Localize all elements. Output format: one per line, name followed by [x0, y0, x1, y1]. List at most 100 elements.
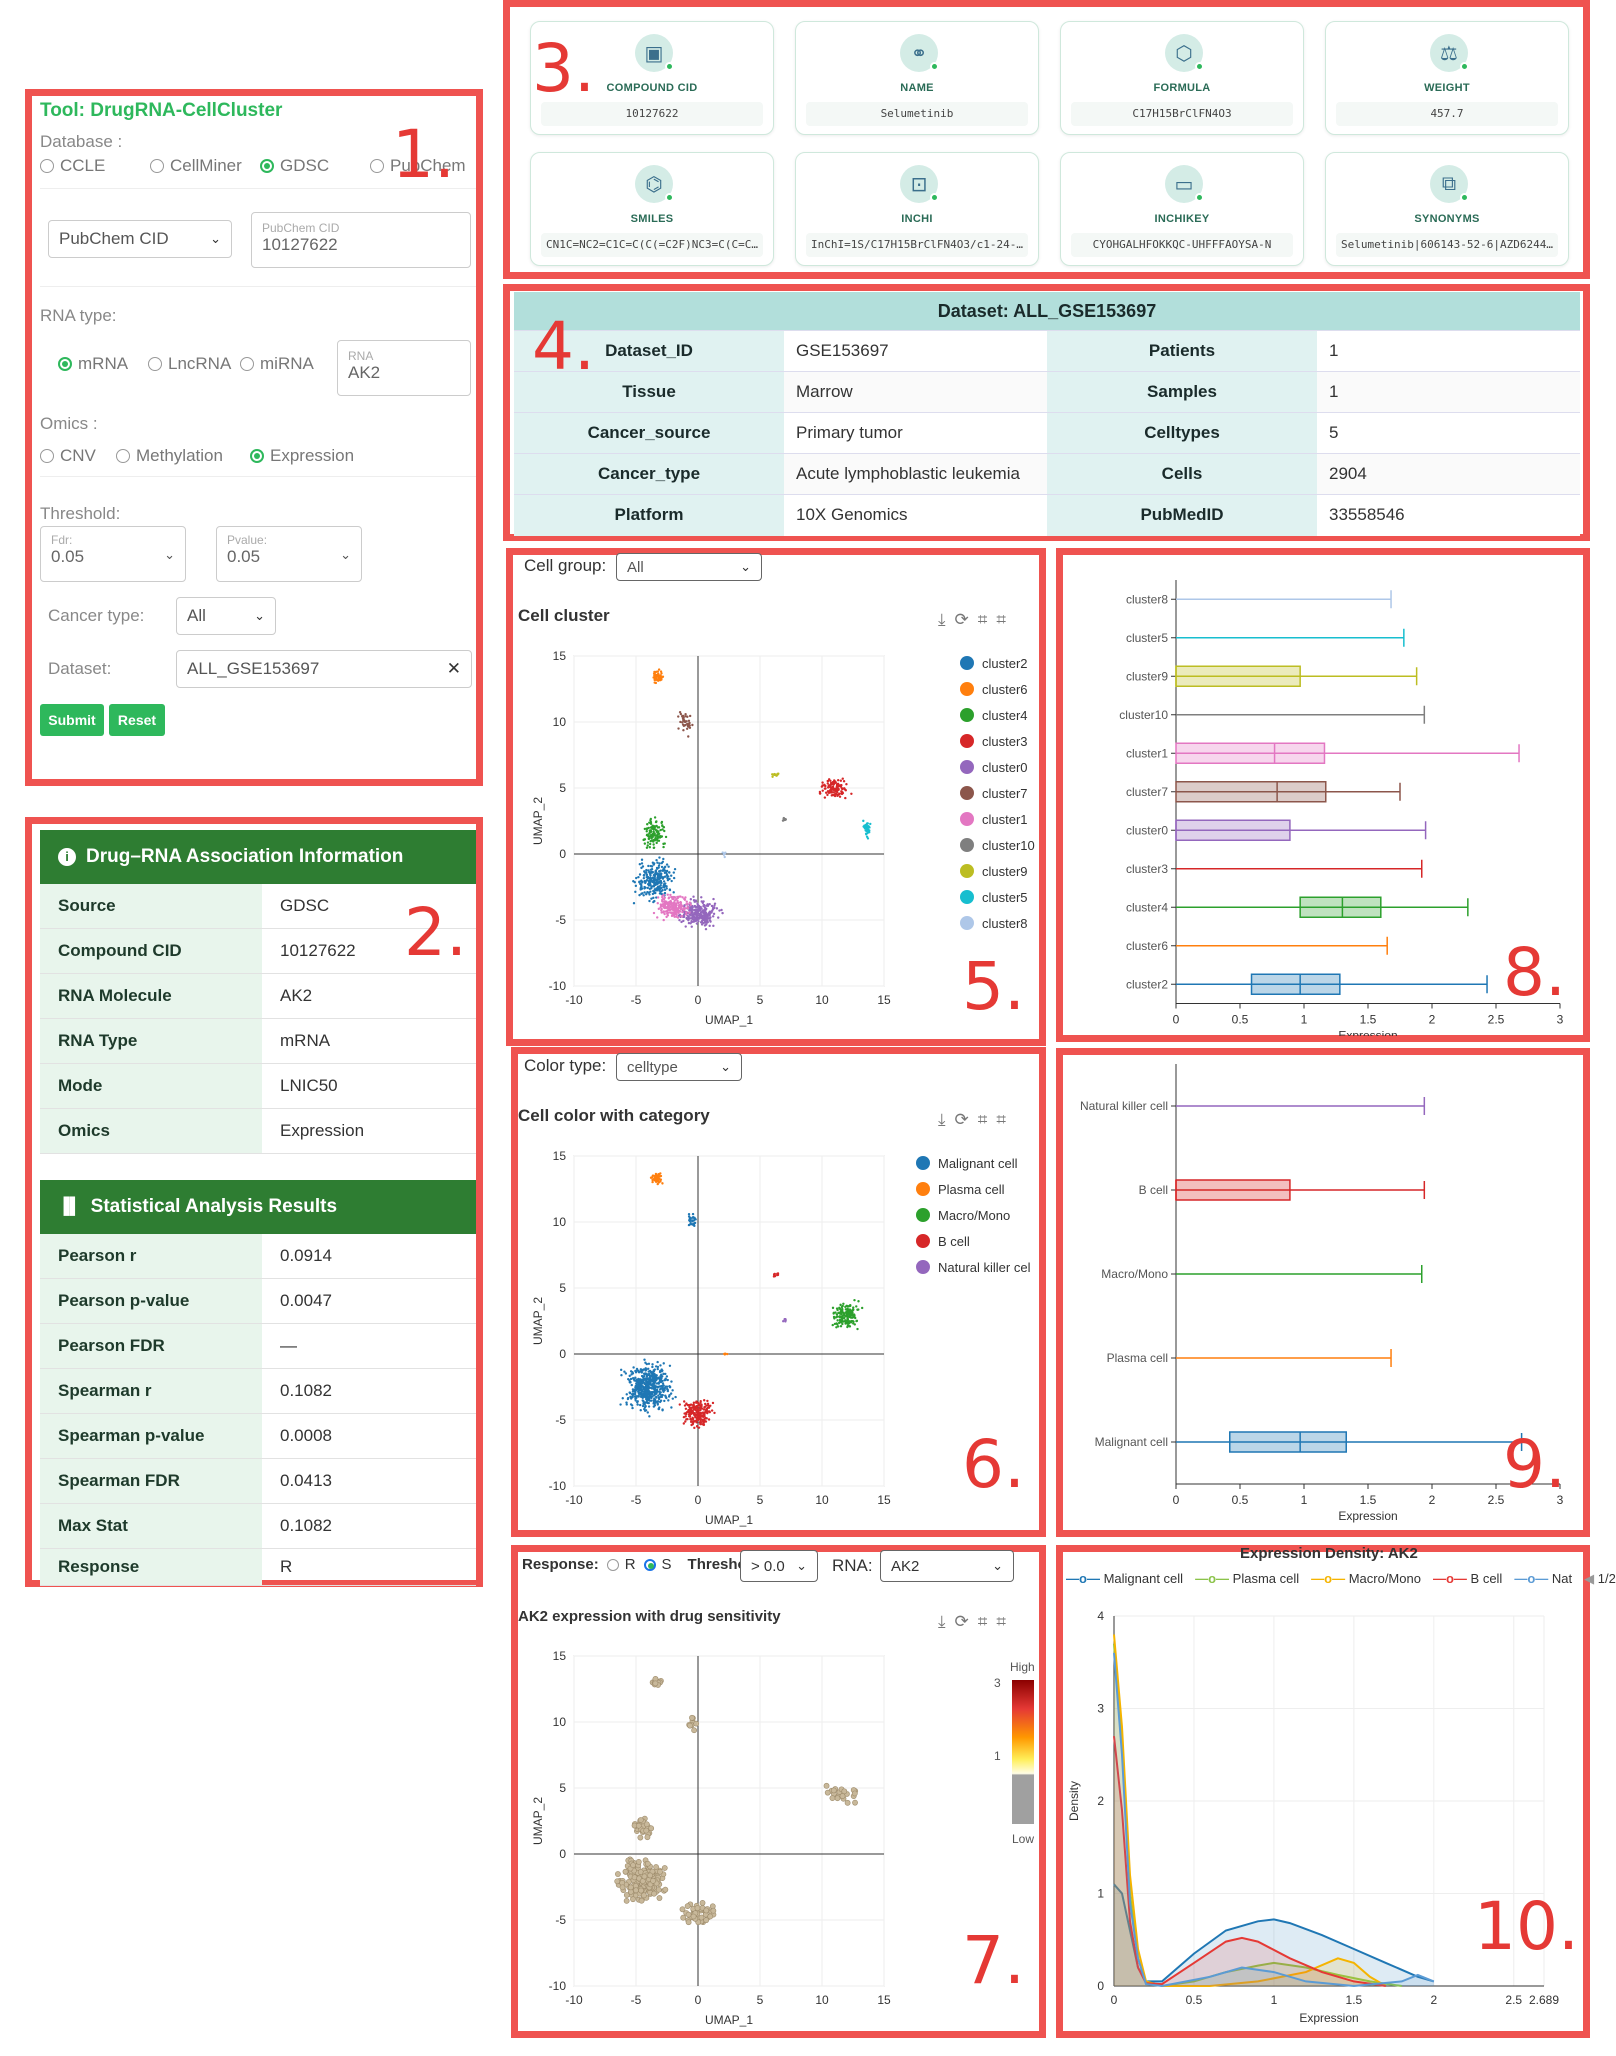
point: [643, 871, 647, 874]
download-icon[interactable]: ⤓: [938, 1110, 946, 1129]
radio-response-r[interactable]: [606, 1558, 619, 1571]
legend-item[interactable]: B cell: [916, 1228, 1030, 1254]
crop-icon[interactable]: ⌗: [996, 610, 1006, 629]
point: [631, 1406, 634, 1410]
radio-expression[interactable]: Expression: [250, 446, 370, 466]
radio-methylation[interactable]: Methylation: [116, 446, 250, 466]
cell-group-select[interactable]: All ⌄: [616, 553, 762, 581]
y-tick-label: cluster8: [1126, 592, 1168, 606]
omics-radio-group[interactable]: CNV Methylation Expression: [40, 446, 370, 466]
crop-icon[interactable]: ⌗: [996, 1612, 1006, 1631]
point: [670, 907, 674, 911]
prev-page-icon[interactable]: ◀: [1584, 1571, 1595, 1586]
y-tick-label: 1: [1097, 1887, 1104, 1901]
point: [653, 1404, 657, 1407]
legend-item[interactable]: cluster7: [960, 780, 1035, 806]
legend-item[interactable]: Malignant cell: [916, 1150, 1030, 1176]
fdr-select[interactable]: Fdr: 0.05 ⌄: [40, 526, 186, 582]
radio-gdsc[interactable]: GDSC: [260, 156, 370, 176]
legend-item[interactable]: cluster5: [960, 884, 1035, 910]
legend-item[interactable]: cluster10: [960, 832, 1035, 858]
point: [844, 789, 848, 792]
dataset-row: Cancer_type Acute lymphoblastic leukemia C…: [514, 453, 1580, 495]
point: [718, 909, 721, 912]
y-tick-label: Natural killer cell: [1080, 1099, 1168, 1113]
cancer-type-select[interactable]: All ⌄: [176, 597, 276, 635]
pubchem-cid-input[interactable]: PubChem CID 10127622: [251, 212, 471, 268]
legend-pager[interactable]: ◀ 1/2 ▶: [1584, 1571, 1616, 1587]
submit-button[interactable]: Submit: [40, 704, 104, 736]
point: [649, 1383, 653, 1386]
radio-mirna[interactable]: miRNA: [240, 354, 330, 374]
radio-cnv[interactable]: CNV: [40, 446, 116, 466]
download-icon[interactable]: ⤓: [938, 1612, 946, 1631]
scan-icon: ⊡: [900, 165, 938, 203]
point: [664, 882, 667, 885]
radio-pubchem[interactable]: PubChem: [370, 156, 470, 176]
point: [685, 1411, 689, 1414]
y-tick-label: cluster5: [1126, 631, 1168, 645]
legend-item[interactable]: cluster4: [960, 702, 1035, 728]
crop-icon[interactable]: ⌗: [996, 1110, 1006, 1129]
legend-item[interactable]: cluster2: [960, 650, 1035, 676]
point: [671, 905, 674, 909]
legend-item[interactable]: cluster1: [960, 806, 1035, 832]
point: [676, 916, 680, 919]
point: [657, 1397, 661, 1401]
point: [665, 863, 669, 866]
color-type-select[interactable]: celltype ⌄: [616, 1053, 742, 1081]
legend-label: Macro/Mono: [1348, 1571, 1421, 1586]
rna-select[interactable]: AK2 ⌄: [880, 1550, 1014, 1582]
pvalue-select[interactable]: Pvalue: 0.05 ⌄: [216, 526, 362, 582]
legend-item[interactable]: Plasma cell: [916, 1176, 1030, 1202]
legend-item[interactable]: —o— Plasma cell: [1195, 1571, 1299, 1587]
crop-icon[interactable]: ⌗: [977, 610, 988, 629]
crop-icon[interactable]: ⌗: [977, 1612, 988, 1631]
dataset-key: Cells: [1047, 453, 1317, 495]
refresh-icon[interactable]: ⟳: [954, 610, 969, 629]
legend-item[interactable]: cluster0: [960, 754, 1035, 780]
legend-item[interactable]: —o— Malignant cell: [1066, 1571, 1183, 1587]
box: [1176, 705, 1426, 724]
sensitivity-umap-chart: -10 -5 0 5 10 15 -10 -5 0 5 10 15 UMAP_1 UMAP_2: [531, 1649, 891, 2027]
point: [656, 1182, 659, 1186]
point: [653, 1372, 656, 1376]
point: [844, 1799, 851, 1806]
point: [830, 789, 833, 792]
legend-item[interactable]: —o— B cell: [1433, 1571, 1502, 1587]
legend-item[interactable]: cluster8: [960, 910, 1035, 936]
database-radio-group[interactable]: CCLE CellMiner GDSC PubChem: [40, 156, 480, 176]
rna-type-radio-group[interactable]: mRNA LncRNA miRNA: [58, 354, 330, 374]
point: [692, 1216, 695, 1219]
radio-cellminer[interactable]: CellMiner: [150, 156, 260, 176]
reset-button[interactable]: Reset: [109, 704, 165, 736]
legend-item[interactable]: —o— Nat: [1514, 1571, 1572, 1587]
point: [651, 1371, 654, 1374]
id-type-select[interactable]: PubChem CID ⌄: [48, 220, 232, 258]
crop-icon[interactable]: ⌗: [977, 1110, 988, 1129]
point: [851, 1790, 858, 1797]
radio-lncrna[interactable]: LncRNA: [148, 354, 240, 374]
refresh-icon[interactable]: ⟳: [954, 1612, 969, 1631]
legend-item[interactable]: cluster9: [960, 858, 1035, 884]
rna-input[interactable]: RNA AK2: [337, 340, 471, 396]
point: [654, 1172, 658, 1176]
color-scale-bar[interactable]: [1012, 1680, 1034, 1824]
legend-item[interactable]: cluster3: [960, 728, 1035, 754]
legend-item[interactable]: cluster6: [960, 676, 1035, 702]
radio-ccle[interactable]: CCLE: [40, 156, 150, 176]
threshold-select[interactable]: > 0.0 ⌄: [740, 1550, 818, 1582]
legend-swatch: [960, 890, 974, 904]
point: [679, 720, 682, 724]
legend-item[interactable]: Macro/Mono: [916, 1202, 1030, 1228]
radio-mrna[interactable]: mRNA: [58, 354, 148, 374]
dataset-select[interactable]: ALL_GSE153697 ✕: [176, 650, 472, 688]
legend-item[interactable]: —o— Macro/Mono: [1311, 1571, 1421, 1587]
point: [660, 1387, 663, 1390]
legend-item[interactable]: Natural killer cel: [916, 1254, 1030, 1280]
dataset-key: Cancer_source: [514, 412, 784, 454]
refresh-icon[interactable]: ⟳: [954, 1110, 969, 1129]
radio-response-s[interactable]: [643, 1558, 656, 1571]
download-icon[interactable]: ⤓: [938, 610, 946, 629]
point: [847, 1320, 850, 1323]
